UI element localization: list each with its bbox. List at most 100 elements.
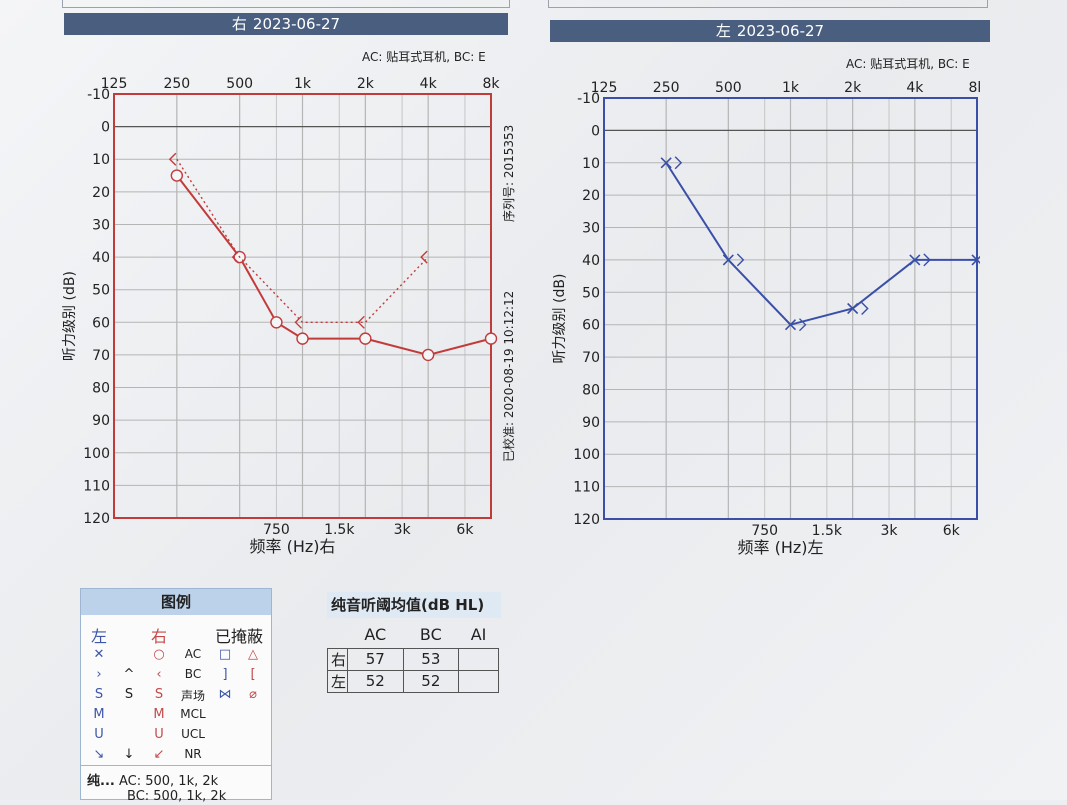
pta-title: 纯音听阈均值(dB HL) xyxy=(327,592,501,618)
pta-header-bc: BC xyxy=(419,625,442,645)
pta-left-ac: 52 xyxy=(347,669,404,693)
tick-x-bottom-1.5k: 1.5k xyxy=(324,522,355,538)
tick-x-bottom-1.5k: 1.5k xyxy=(812,523,843,539)
top-frame-right xyxy=(548,0,988,8)
marker-BC-500 xyxy=(736,253,745,267)
legend-m2-0: △ xyxy=(248,647,258,662)
plot-frame xyxy=(113,93,492,519)
legend-right-5: ↙ xyxy=(153,747,165,762)
tick-x-top-125: 125 xyxy=(101,76,128,92)
tick-x-top-250: 250 xyxy=(653,80,680,96)
tick-y-10: 10 xyxy=(582,156,600,172)
pta-left-ai xyxy=(458,669,499,693)
legend-label-5: NR xyxy=(184,747,202,761)
tick-y-0: 0 xyxy=(101,120,110,136)
tick-y-70: 70 xyxy=(92,348,110,364)
series-AC-line xyxy=(665,162,977,326)
tick-x-top-125: 125 xyxy=(591,80,618,96)
tick-y-0: 0 xyxy=(591,123,600,139)
tick-x-top-1k: 1k xyxy=(782,80,800,96)
left-header-side: 左 xyxy=(715,22,731,40)
tick-y-110: 110 xyxy=(573,480,600,496)
tick-y-120: 120 xyxy=(83,511,110,527)
tick-y-50: 50 xyxy=(582,285,600,301)
marker-AC-2000 xyxy=(847,302,859,315)
legend-foot-line1: AC: 500, 1k, 2k xyxy=(118,774,219,789)
legend-left-2: S xyxy=(94,687,104,702)
left-chart-header: 左 2023-06-27 xyxy=(550,20,990,42)
marker-BC-250 xyxy=(674,156,683,170)
tick-x-top-8k: 8k xyxy=(482,76,500,92)
legend-left-0: ✕ xyxy=(93,647,105,662)
left-chart-note: AC: 贴耳式耳机, BC: E xyxy=(846,57,970,71)
legend-foot-line2: BC: 500, 1k, 2k xyxy=(127,789,227,804)
calibration-note: 已校准: 2020-08-19 10:12:12 xyxy=(502,290,516,462)
marker-BC-2000 xyxy=(357,315,365,329)
tick-y-100: 100 xyxy=(573,447,600,463)
pta-header-ai: AI xyxy=(470,625,487,645)
tick-y-120: 120 xyxy=(573,512,600,528)
right-chart-note: AC: 贴耳式耳机, BC: E xyxy=(362,50,486,64)
legend-head-left: 左 xyxy=(90,627,107,646)
left-ear-audiogram: 125 250 500 1k 2k 4k 8k 750 1.5k 3k 6k -10 0 10 20 30 40… xyxy=(552,80,980,557)
legend-label-2: 声场 xyxy=(180,689,205,703)
marker-BC-1000 xyxy=(294,315,302,329)
marker-AC-1000 xyxy=(296,332,309,345)
marker-AC-8000 xyxy=(484,332,498,345)
marker-BC-4000 xyxy=(923,253,931,267)
marker-AC-250 xyxy=(660,157,672,169)
tick-x-bottom-3k: 3k xyxy=(881,523,899,539)
legend-label-4: UCL xyxy=(181,727,205,741)
pta-table: AC BC AI 右 57 53 左 52 52 xyxy=(327,622,499,693)
tick-y-90: 90 xyxy=(582,415,600,431)
tick-x-top-2k: 2k xyxy=(844,80,862,96)
pta-row-left: 左 52 52 xyxy=(327,669,499,693)
right-header-date: 2023-06-27 xyxy=(252,15,341,33)
y-axis-label: 听力级别 (dB) xyxy=(62,271,78,361)
pta-left-bc: 52 xyxy=(402,669,460,693)
pta-row-label: 左 xyxy=(327,669,348,693)
right-ear-audiogram: 125 250 500 1k 2k 4k 8k 750 1.5k 3k 6k -10 0 10 20 30 40… xyxy=(62,76,500,556)
legend-head-right: 右 xyxy=(150,627,167,646)
pta-header-ac: AC xyxy=(364,625,387,645)
tick-x-top-8k: 8k xyxy=(968,80,980,96)
marker-AC-4000 xyxy=(421,348,435,362)
tick-y-20: 20 xyxy=(92,185,110,201)
legend-m1-2: ⋈ xyxy=(218,687,232,702)
tick-x-bottom-3k: 3k xyxy=(394,522,412,538)
tick-x-bottom-750: 750 xyxy=(751,523,778,539)
tick-y-90: 90 xyxy=(92,413,110,429)
marker-AC-1000 xyxy=(784,319,797,331)
tick-x-top-1k: 1k xyxy=(294,76,312,92)
tick-y-50: 50 xyxy=(92,283,110,299)
tick-x-top-250: 250 xyxy=(163,76,190,92)
legend-left-1: › xyxy=(96,667,102,682)
legend-m2-2: ⌀ xyxy=(249,687,257,702)
marker-AC-8000 xyxy=(971,254,980,266)
legend-m2-1: [ xyxy=(250,667,256,682)
serial-number-note: 序列号: 2015353 xyxy=(502,124,516,222)
tick-x-top-500: 500 xyxy=(226,76,253,92)
legend-m1-0: □ xyxy=(218,647,232,662)
tick-x-top-4k: 4k xyxy=(420,76,438,92)
legend-left-5: ↘ xyxy=(93,747,105,762)
legend-mid-5: ↓ xyxy=(123,747,135,762)
tick-y-80: 80 xyxy=(582,382,600,398)
marker-AC-500 xyxy=(722,254,734,266)
series-AC-line xyxy=(176,174,492,356)
left-header-date: 2023-06-27 xyxy=(736,22,825,40)
top-frame-left xyxy=(62,0,510,8)
marker-AC-250 xyxy=(170,169,184,182)
tick-y-70: 70 xyxy=(582,350,600,366)
marker-BC-4000 xyxy=(420,250,428,264)
legend-mid-1: ^ xyxy=(123,667,135,682)
legend-mid-2: S xyxy=(124,687,134,702)
legend-foot: 纯... AC: 500, 1k, 2k BC: 500, 1k, 2k xyxy=(81,765,271,805)
legend-foot-title: 纯... xyxy=(87,774,115,789)
tick-x-top-2k: 2k xyxy=(357,76,375,92)
marker-BC-2000 xyxy=(861,302,869,315)
tick-y-10: 10 xyxy=(92,152,110,168)
tick-x-top-500: 500 xyxy=(715,80,742,96)
marker-BC-500 xyxy=(231,250,240,264)
